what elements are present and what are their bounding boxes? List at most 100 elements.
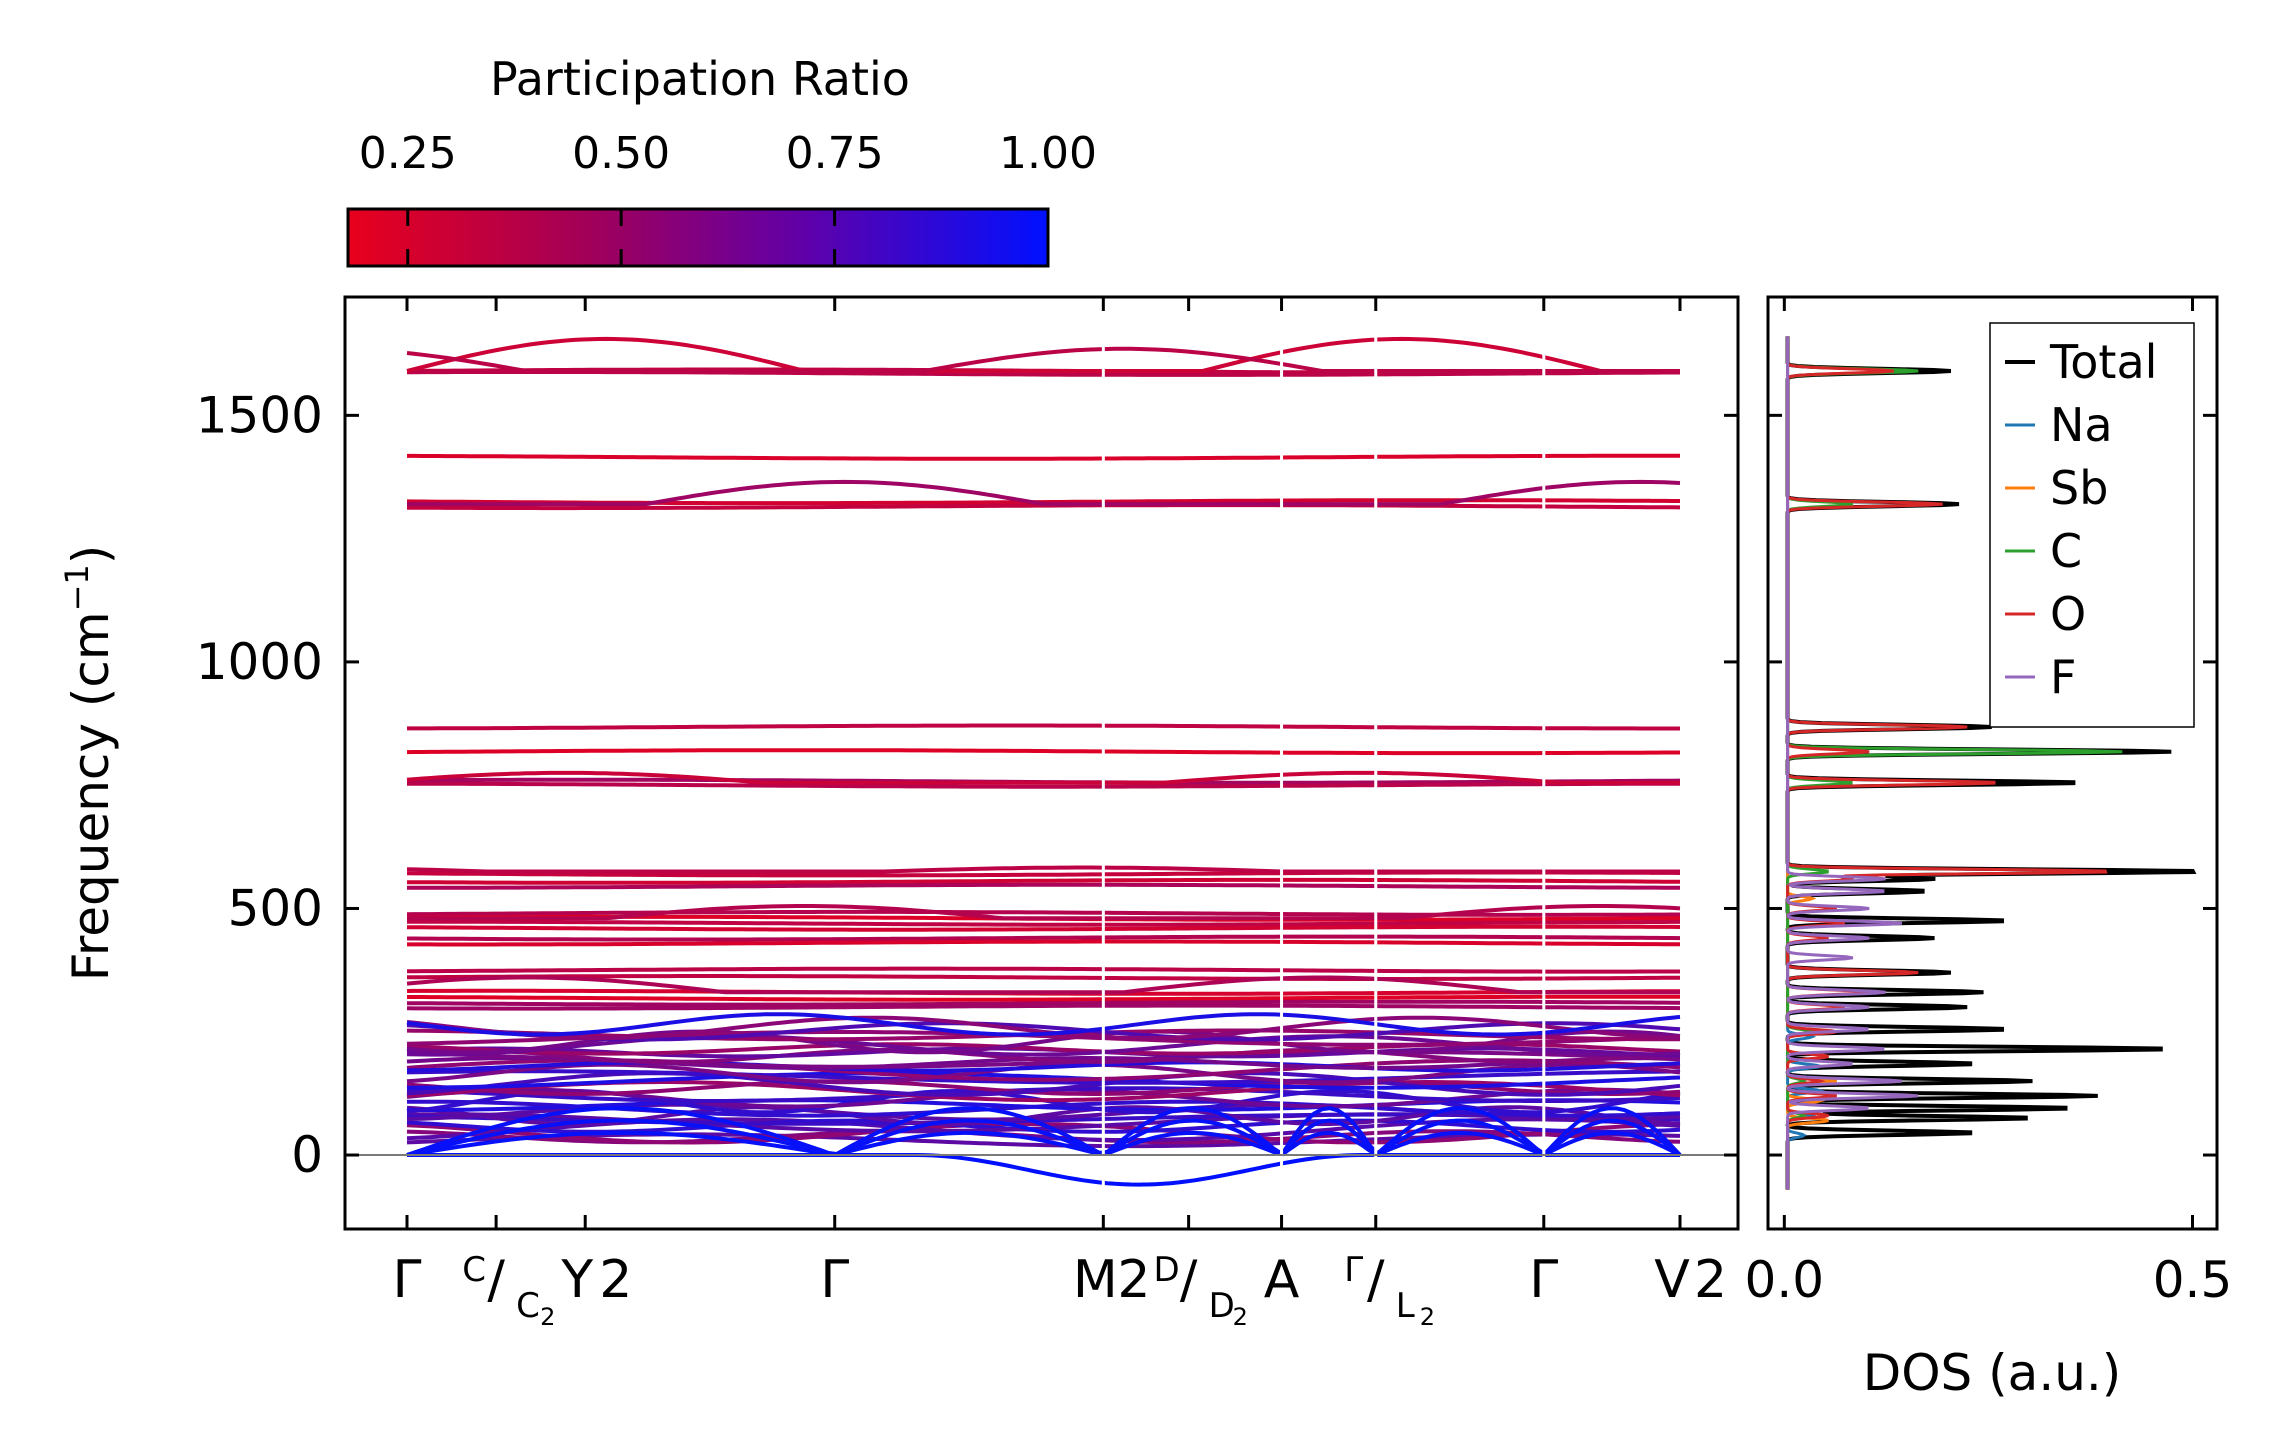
kpath-label: C / C 2 <box>462 1250 555 1331</box>
kpath-label-main: Y <box>560 1250 593 1310</box>
acoustic-band <box>406 1106 1682 1157</box>
optical-band <box>407 999 1680 1007</box>
low-frequency-band <box>406 1132 1681 1149</box>
dos-tick-label: 0.5 <box>2153 1251 2233 1309</box>
dos-axes-frame <box>1766 295 2219 1231</box>
kpath-label-upper: C <box>462 1250 486 1290</box>
band-axes-frame <box>343 295 1740 1231</box>
low-frequency-band <box>406 1071 1681 1097</box>
low-frequency-band <box>406 1069 1680 1085</box>
optical-band <box>406 924 1681 932</box>
kpath-label-main: V <box>1654 1250 1690 1310</box>
dos-legend: Total Na Sb COF <box>1989 322 2195 728</box>
colorbar-title: Participation Ratio <box>490 52 910 106</box>
dispersive-band <box>406 865 1680 874</box>
kpath-label-upper: Γ <box>1344 1250 1363 1290</box>
colorbar-tick-label: 0.25 <box>359 128 457 179</box>
kpath-label-main: Γ <box>393 1250 422 1310</box>
optical-band <box>407 994 1680 1002</box>
legend-label: Sb <box>2050 461 2108 515</box>
acoustic-band <box>406 1118 1682 1157</box>
kpath-label-slash: / <box>1367 1250 1385 1310</box>
colorbar-tick-label: 1.00 <box>999 128 1097 179</box>
kpath-label-lower-subscript: 2 <box>540 1303 555 1331</box>
low-frequency-band <box>406 1015 1681 1041</box>
legend-label: Total <box>2049 335 2157 389</box>
dispersive-band <box>407 904 1681 921</box>
frequency-tick-label: 1000 <box>196 633 323 691</box>
kpath-label: Γ <box>1529 1250 1558 1310</box>
band-lines <box>406 297 1682 1229</box>
dispersive-band <box>407 479 1681 507</box>
colorbar-gradient <box>346 207 1050 268</box>
acoustic-band <box>406 1130 1681 1157</box>
dispersive-band <box>406 975 1680 995</box>
kpath-label-subscript: 2 <box>1117 1250 1150 1310</box>
optical-band <box>406 1003 1681 1011</box>
dos-axis-label: DOS (a.u.) <box>1863 1344 2122 1402</box>
legend-label: C <box>2050 524 2082 578</box>
low-frequency-band <box>406 1012 1681 1037</box>
dos-panel: 0.0 0.5 DOS (a.u.) Total Na Sb COF <box>1745 295 2233 1402</box>
optical-band <box>407 966 1680 974</box>
colorbar-tick-label: 0.75 <box>786 128 884 179</box>
frequency-axis-label: Frequency (cm−1) <box>58 545 120 982</box>
kpath-label: Γ <box>393 1250 422 1310</box>
kpath-label: D / D2 <box>1154 1250 1248 1331</box>
kpath-label-main: Γ <box>820 1250 849 1310</box>
legend-label: O <box>2050 587 2086 641</box>
kpath-label-main: A <box>1264 1250 1300 1310</box>
dos-series-f <box>1786 336 1919 1190</box>
low-frequency-band <box>406 1048 1681 1064</box>
colorbar-tick-label: 0.50 <box>572 128 670 179</box>
optical-band <box>407 939 1680 947</box>
ylabel-close: ) <box>62 545 120 565</box>
dos-lines <box>1785 336 2197 1190</box>
kpath-label-main: Γ <box>1529 1250 1558 1310</box>
kpath-label-upper: D <box>1154 1250 1180 1290</box>
kpath-label-lower-subscript: 2 <box>1233 1303 1248 1331</box>
kpath-label-main: M <box>1073 1250 1118 1310</box>
dispersive-band <box>406 770 1680 785</box>
kpath-axis: Γ C / C 2Y 2 Γ M 2 D / D2A Γ / L 2Γ V 2 <box>393 297 1727 1331</box>
ylabel-superscript: −1 <box>58 564 96 611</box>
frequency-tick-label: 1500 <box>196 386 323 444</box>
soft-mode-band <box>407 1153 1680 1187</box>
kpath-label: Γ / L 2 <box>1344 1250 1435 1331</box>
optical-band <box>407 877 1681 885</box>
dispersive-band <box>406 346 1680 373</box>
optical-band <box>407 882 1680 890</box>
optical-band <box>406 974 1681 981</box>
optical-band <box>407 723 1680 731</box>
ylabel-main: Frequency (cm <box>62 611 120 981</box>
optical-band <box>406 909 1680 917</box>
optical-band <box>406 748 1680 756</box>
frequency-axis: 0 500 1000 1500 <box>196 386 1738 1184</box>
optical-band <box>407 934 1681 942</box>
legend-label: F <box>2050 650 2076 704</box>
frequency-tick-label: 0 <box>291 1126 323 1184</box>
kpath-label-slash: / <box>487 1250 505 1310</box>
dos-tick-label: 0.0 <box>1745 1251 1825 1309</box>
colorbar: Participation Ratio 0.25 0.50 0.75 1.00 <box>346 52 1097 268</box>
legend-box <box>1989 322 2195 728</box>
kpath-label-subscript: 2 <box>599 1250 632 1310</box>
colorbar-ticks: 0.25 0.50 0.75 1.00 <box>359 128 1097 266</box>
frequency-tick-label: 500 <box>228 879 323 937</box>
kpath-label-lower: L <box>1396 1286 1415 1326</box>
kpath-label: Γ <box>820 1250 849 1310</box>
optical-band <box>407 919 1680 927</box>
legend-label: Na <box>2050 398 2113 452</box>
kpath-label: A <box>1264 1250 1300 1310</box>
dos-axis: 0.0 0.5 <box>1745 297 2233 1309</box>
kpath-label-slash: / <box>1180 1250 1198 1310</box>
optical-band <box>407 453 1680 461</box>
dispersive-band <box>406 336 1680 373</box>
kpath-label-subscript: 2 <box>1694 1250 1727 1310</box>
kpath-label-lower-subscript: 2 <box>1420 1303 1435 1331</box>
